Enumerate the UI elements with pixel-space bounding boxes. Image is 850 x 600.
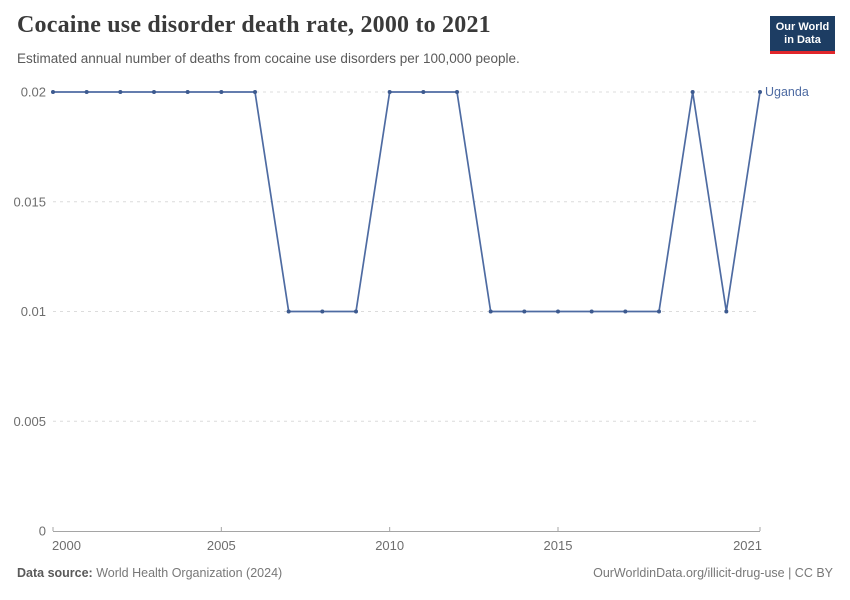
x-tick-label: 2021: [733, 538, 762, 553]
y-tick-label: 0.01: [21, 304, 46, 319]
data-point[interactable]: [522, 309, 527, 314]
data-source: Data source: World Health Organization (…: [17, 566, 282, 580]
data-point[interactable]: [556, 309, 560, 314]
data-point[interactable]: [286, 309, 291, 314]
data-point[interactable]: [589, 309, 594, 314]
credit-line: OurWorldinData.org/illicit-drug-use | CC…: [593, 566, 833, 580]
data-point[interactable]: [690, 90, 695, 94]
data-source-label: Data source:: [17, 566, 93, 580]
data-point[interactable]: [84, 90, 89, 94]
y-tick-label: 0.015: [13, 194, 46, 209]
owid-logo-line1: Our World: [775, 21, 830, 33]
data-point[interactable]: [758, 90, 762, 94]
owid-logo-line2: in Data: [784, 34, 821, 46]
y-tick-label: 0.02: [21, 85, 46, 100]
owid-logo: Our World in Data: [770, 16, 835, 54]
y-tick-label: 0.005: [13, 414, 46, 429]
page-title: Cocaine use disorder death rate, 2000 to…: [17, 12, 491, 38]
x-tick-label: 2005: [207, 538, 236, 553]
data-point[interactable]: [455, 90, 459, 94]
data-point[interactable]: [51, 90, 55, 94]
x-tick-label: 2015: [544, 538, 573, 553]
data-point[interactable]: [387, 90, 392, 94]
data-point[interactable]: [623, 309, 628, 314]
data-point[interactable]: [488, 309, 493, 314]
chart-footer: Data source: World Health Organization (…: [17, 566, 833, 580]
data-point[interactable]: [354, 309, 358, 314]
data-source-value: World Health Organization (2024): [92, 566, 283, 580]
data-point[interactable]: [320, 309, 325, 314]
data-point[interactable]: [724, 309, 729, 314]
series-end-label[interactable]: Uganda: [765, 85, 809, 99]
data-point[interactable]: [253, 90, 257, 94]
data-point[interactable]: [185, 90, 190, 94]
series-line[interactable]: [53, 91, 761, 313]
data-point[interactable]: [118, 90, 123, 94]
x-tick-label: 2000: [52, 538, 81, 553]
data-point[interactable]: [657, 309, 661, 314]
y-tick-label: 0: [39, 524, 46, 539]
data-point[interactable]: [152, 90, 156, 94]
x-tick-label: 2010: [375, 538, 404, 553]
data-point[interactable]: [219, 90, 224, 94]
chart-subtitle: Estimated annual number of deaths from c…: [17, 51, 520, 66]
data-point[interactable]: [421, 90, 426, 94]
